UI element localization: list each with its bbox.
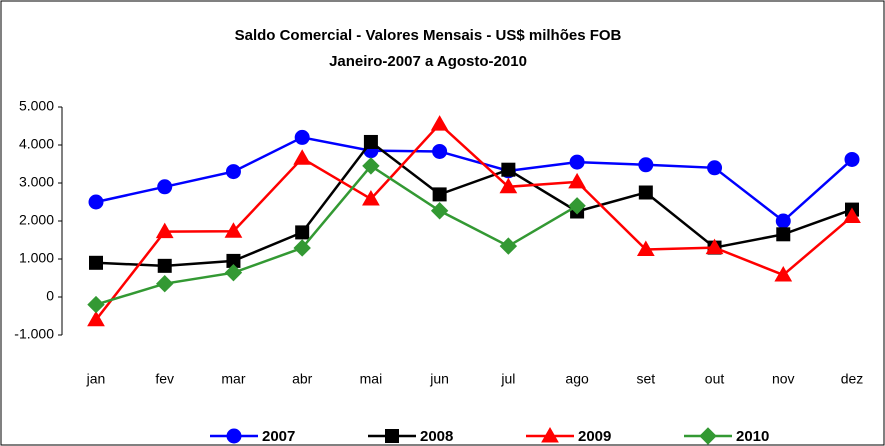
x-tick-label: out [705, 371, 725, 387]
y-tick-label: -1.000 [14, 326, 54, 342]
data-point [707, 160, 723, 176]
data-point [774, 265, 793, 282]
data-point [568, 197, 586, 215]
legend-label: 2010 [736, 428, 769, 445]
data-point [294, 129, 310, 145]
data-point [362, 189, 380, 206]
data-point [638, 157, 654, 173]
data-point [225, 164, 241, 180]
data-point [775, 213, 791, 229]
y-tick-label: 2.000 [19, 212, 54, 228]
data-point [155, 222, 174, 239]
legend-label: 2008 [420, 428, 453, 445]
data-point [293, 149, 312, 165]
data-point [432, 187, 447, 202]
x-tick-label: fev [155, 371, 174, 387]
series-line [95, 164, 578, 306]
y-tick-label: 5.000 [19, 98, 54, 114]
x-tick-label: nov [772, 371, 795, 387]
data-point [499, 237, 518, 255]
legend-marker [226, 428, 242, 444]
chart-subtitle: Janeiro-2007 a Agosto-2010 [329, 53, 527, 70]
x-tick-label: ago [565, 371, 589, 387]
data-point [362, 157, 380, 175]
data-point [295, 225, 310, 240]
data-point [430, 202, 449, 220]
data-point [157, 258, 172, 273]
y-tick-label: 3.000 [19, 174, 54, 190]
x-tick-label: mai [360, 371, 383, 387]
y-tick-label: 0 [46, 288, 54, 304]
legend-marker [541, 426, 559, 443]
data-point [88, 194, 104, 210]
data-point [568, 172, 586, 189]
x-tick-label: jul [500, 371, 515, 387]
data-point [156, 274, 174, 293]
x-tick-label: jan [86, 371, 106, 387]
y-tick-label: 4.000 [19, 136, 54, 152]
x-tick-label: set [636, 371, 655, 387]
y-tick-label: 1.000 [19, 250, 54, 266]
data-point [844, 151, 860, 167]
legend-marker [385, 429, 399, 443]
x-tick-label: mar [221, 371, 245, 387]
data-point [157, 179, 173, 195]
data-point [569, 154, 585, 170]
data-point [87, 295, 105, 314]
legend-marker [699, 427, 717, 445]
data-point [430, 115, 449, 131]
data-point [776, 227, 791, 242]
data-point [224, 222, 243, 238]
data-point [636, 240, 655, 256]
legend-label: 2007 [262, 428, 295, 445]
data-point [843, 207, 861, 223]
x-tick-label: jun [429, 371, 449, 387]
data-point [89, 255, 103, 270]
data-point [432, 143, 448, 159]
data-point [638, 185, 653, 200]
data-point [499, 177, 518, 194]
data-point [293, 239, 311, 257]
data-point [363, 134, 378, 149]
data-point [501, 162, 516, 177]
series-line [95, 122, 853, 321]
x-tick-label: abr [292, 371, 313, 387]
data-point [224, 263, 243, 282]
chart-title: Saldo Comercial - Valores Mensais - US$ … [235, 27, 622, 44]
series-line [95, 140, 853, 268]
series-line [95, 136, 853, 223]
legend-label: 2009 [578, 428, 611, 445]
data-point [705, 238, 724, 255]
data-point [87, 310, 105, 327]
x-tick-label: dez [841, 371, 864, 387]
